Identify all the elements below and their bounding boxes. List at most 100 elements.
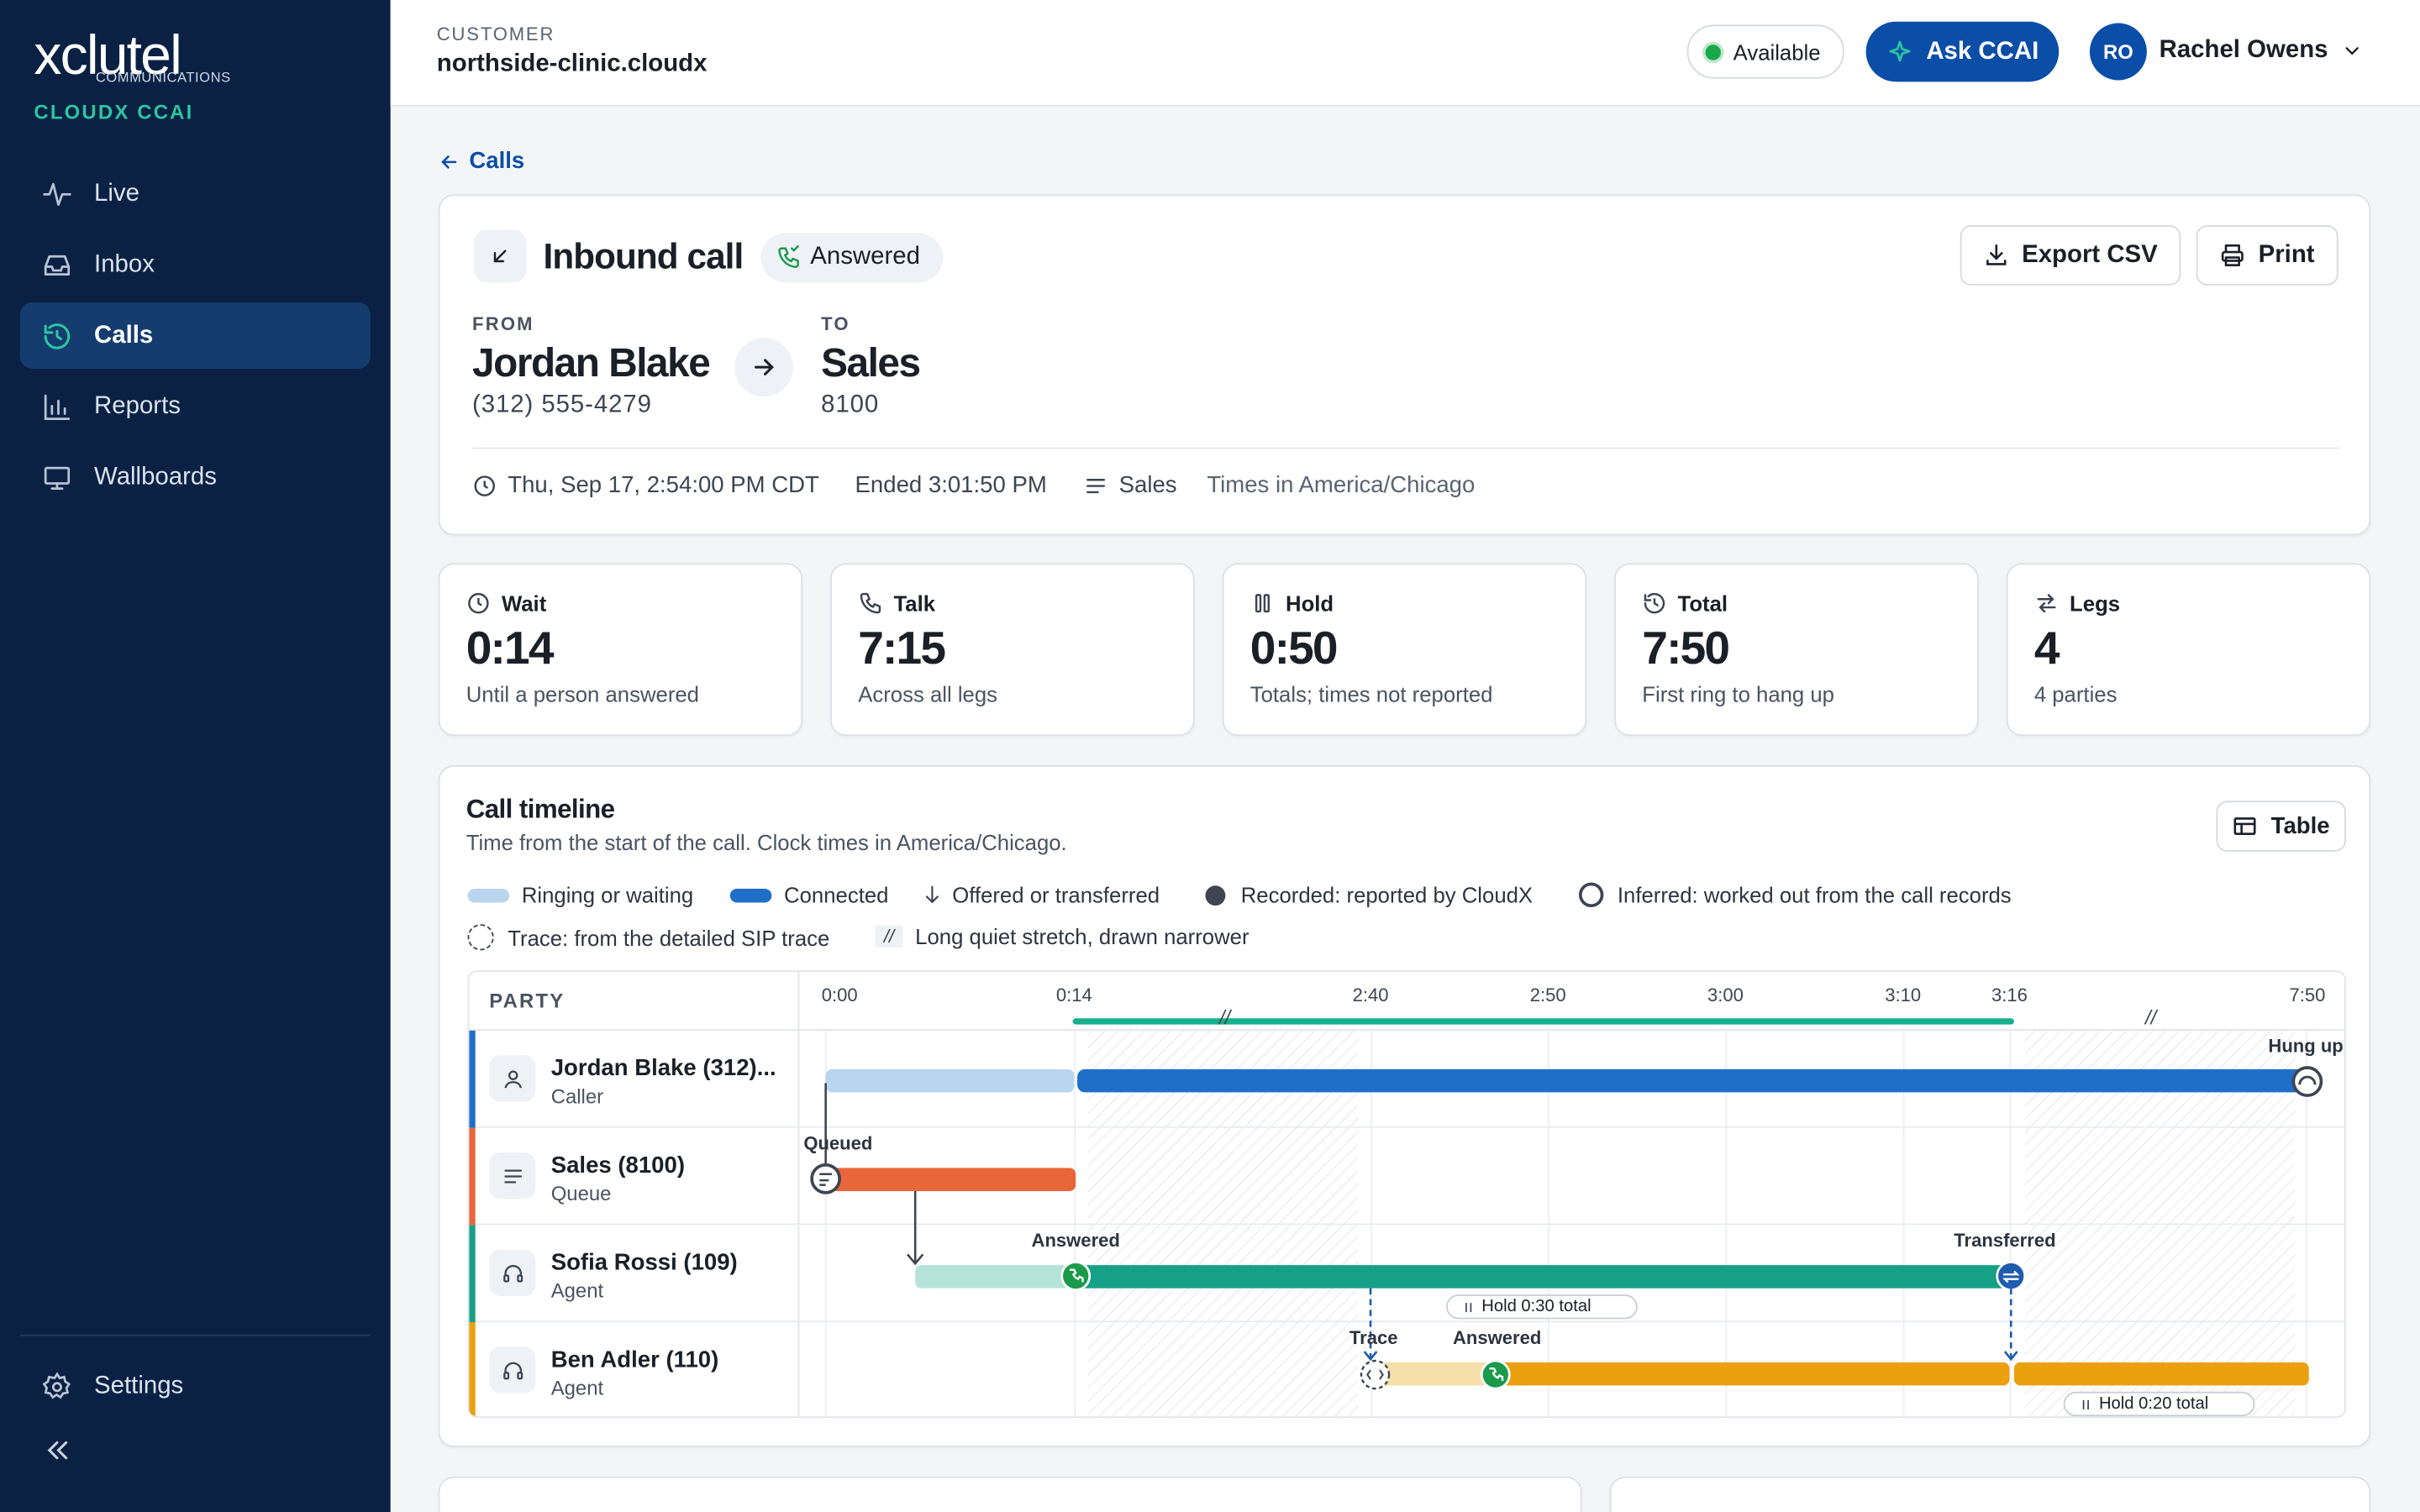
stat-sub: Across all legs	[858, 681, 998, 707]
answered-icon	[1480, 1359, 1511, 1390]
history-icon	[44, 323, 71, 349]
print-button[interactable]: Print	[2196, 225, 2338, 286]
pause-icon	[1465, 1302, 1472, 1312]
phone-icon	[860, 592, 881, 614]
customer-label: CUSTOMER	[436, 23, 555, 45]
hang-up-icon	[2291, 1066, 2323, 1097]
print-label: Print	[2258, 241, 2315, 268]
legend-offered: Offered or transferred	[922, 883, 1160, 907]
party-row-queue[interactable]: Sales (8100) Queue	[469, 1127, 798, 1226]
printer-icon	[2222, 244, 2244, 266]
caller-ringing-bar	[825, 1068, 1075, 1093]
call-title: Inbound call	[543, 236, 744, 276]
tick-label: 3:16	[1991, 984, 2028, 1006]
agent1-connected-bar	[1077, 1265, 2012, 1289]
back-label: Calls	[469, 148, 525, 175]
party-column-header: PARTY	[489, 989, 566, 1012]
sidebar-item-inbox[interactable]: Inbox	[20, 232, 371, 298]
inferred-circle-icon	[1578, 882, 1604, 907]
stat-sub: Totals; times not reported	[1249, 681, 1493, 707]
stat-card-total: Total 7:50 First ring to hang up	[1614, 563, 1979, 737]
ask-ccai-button[interactable]: Ask CCAI	[1865, 21, 2060, 82]
from-number: (312) 555-4279	[472, 391, 652, 418]
user-name[interactable]: Rachel Owens	[2159, 37, 2328, 64]
sidebar-item-settings[interactable]: Settings	[20, 1353, 371, 1420]
table-icon	[2234, 817, 2257, 835]
party-name: Sales (8100)	[550, 1152, 686, 1179]
stat-label: Hold	[1250, 591, 1334, 616]
divider	[472, 447, 2340, 449]
legend-connected: Connected	[729, 883, 888, 907]
answered-annotation: Answered	[1031, 1229, 1120, 1252]
legend-ringing: Ringing or waiting	[467, 883, 693, 907]
quiet-break-mark: //	[1218, 1007, 1233, 1030]
table-view-button[interactable]: Table	[2216, 801, 2346, 852]
sparkle-icon	[1889, 39, 1911, 61]
answered-annotation: Answered	[1452, 1326, 1542, 1349]
sidebar-item-label: Settings	[94, 1372, 184, 1399]
agent2-connected-bar	[1495, 1362, 2010, 1386]
table-view-label: Table	[2270, 812, 2330, 840]
to-name: Sales	[821, 339, 921, 386]
product-name: CLOUDX CCAI	[34, 100, 194, 123]
stat-label: Total	[1642, 591, 1728, 616]
next-card	[1609, 1476, 2371, 1512]
ask-ccai-label: Ask CCAI	[1926, 37, 2039, 65]
sidebar-item-calls[interactable]: Calls	[19, 302, 371, 369]
legend-label: Inferred: worked out from the call recor…	[1617, 882, 2012, 907]
brand-name: xclutel	[34, 23, 182, 87]
sidebar-item-wallboards[interactable]: Wallboards	[20, 444, 371, 511]
party-role: Caller	[550, 1084, 604, 1108]
queued-annotation: Queued	[803, 1132, 873, 1154]
legend-label: Long quiet stretch, drawn narrower	[915, 924, 1249, 949]
chevron-down-icon[interactable]	[2341, 40, 2363, 62]
arrow-down-icon	[925, 885, 939, 904]
party-row-agent-sofia[interactable]: Sofia Rossi (109) Agent	[469, 1225, 798, 1323]
availability-toggle[interactable]: Available	[1686, 24, 1844, 79]
back-link[interactable]: Calls	[439, 148, 525, 175]
transferred-annotation: Transferred	[1954, 1229, 2056, 1252]
stat-card-hold: Hold 0:50 Totals; times not reported	[1222, 563, 1587, 737]
stat-card-legs: Legs 4 4 parties	[2006, 563, 2371, 737]
stat-label-text: Hold	[1285, 591, 1334, 616]
tick-label: 3:00	[1707, 984, 1744, 1006]
swap-icon	[2037, 594, 2056, 613]
phone-answered-icon	[778, 245, 799, 268]
customer-name: northside-clinic.cloudx	[436, 50, 708, 77]
sidebar-item-reports[interactable]: Reports	[20, 373, 371, 439]
stat-label-text: Wait	[501, 591, 547, 616]
trace-icon	[1360, 1359, 1391, 1390]
headset-icon	[489, 1249, 536, 1296]
stat-value: 4	[2033, 623, 2060, 675]
stat-value: 7:15	[858, 623, 946, 675]
party-row-agent-ben[interactable]: Ben Adler (110) Agent	[469, 1322, 797, 1417]
clock-icon	[474, 475, 495, 496]
party-name: Ben Adler (110)	[550, 1347, 719, 1373]
legend-recorded: Recorded: reported by CloudX	[1205, 883, 1533, 907]
stat-card-talk: Talk 7:15 Across all legs	[830, 563, 1195, 737]
hold-pill: Hold 0:30 total	[1446, 1294, 1638, 1320]
to-number: 8100	[821, 391, 880, 418]
party-row-caller[interactable]: Jordan Blake (312)... Caller	[469, 1030, 798, 1128]
avatar[interactable]: RO	[2089, 23, 2147, 81]
inbox-icon	[44, 254, 71, 276]
to-label: TO	[821, 312, 850, 335]
transferred-icon	[1996, 1261, 2027, 1291]
hold-label: Hold 0:20 total	[2098, 1394, 2209, 1414]
stat-label-text: Talk	[893, 591, 936, 616]
call-timeline-card: Call timeline Time from the start of the…	[438, 765, 2371, 1447]
party-role: Agent	[550, 1278, 604, 1303]
party-color-strip	[469, 1127, 476, 1226]
arrow-left-icon	[441, 155, 457, 168]
hold-label: Hold 0:30 total	[1481, 1297, 1591, 1316]
legend-label: Offered or transferred	[952, 882, 1160, 907]
stat-label-text: Total	[1677, 591, 1728, 616]
pause-icon	[1255, 594, 1270, 613]
party-color-strip	[469, 1322, 476, 1417]
sidebar-item-live[interactable]: Live	[20, 160, 371, 227]
collapse-sidebar-button[interactable]	[42, 1435, 73, 1466]
quiet-stretch-icon: //	[875, 926, 903, 948]
person-icon	[489, 1055, 536, 1102]
tick-label: 3:10	[1885, 984, 1922, 1006]
export-csv-button[interactable]: Export CSV	[1960, 225, 2181, 286]
